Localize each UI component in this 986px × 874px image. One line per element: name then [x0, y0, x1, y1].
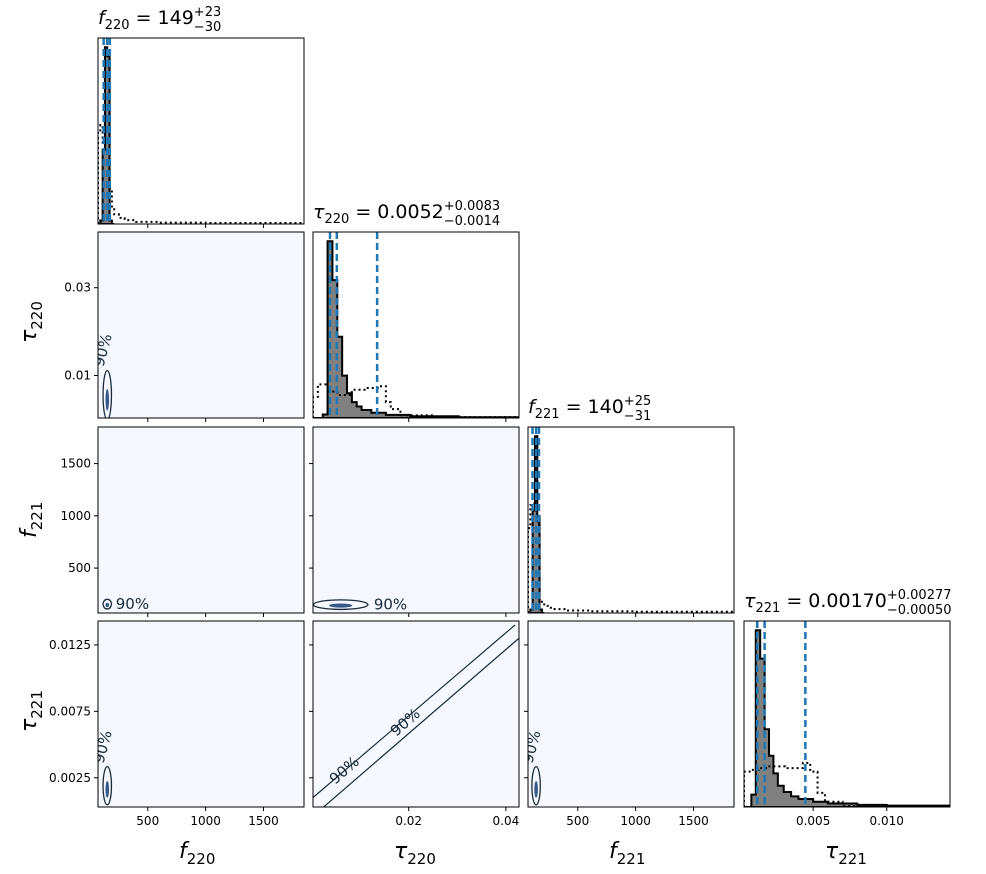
prior-hist-f221: [528, 435, 734, 613]
title-f220: f220 = 149+23: [98, 5, 221, 33]
contour-core: [534, 780, 538, 798]
diag-panel-tau221: τ221 = 0.00170+0.00277−0.00050: [743, 588, 952, 808]
panel-f220-f221: 90% 500 1000 1500: [60, 426, 305, 617]
title-minus-tau220: −0.0014: [444, 214, 500, 229]
title-minus-f220: −30: [194, 20, 221, 35]
density-background: [313, 621, 519, 807]
x-tick-label: 1000: [620, 814, 651, 828]
density-background: [98, 232, 304, 418]
contour-line: [322, 637, 519, 807]
panel-frame: [527, 426, 735, 614]
contour-core: [329, 603, 353, 608]
x-axis-label-tau221: τ221: [825, 839, 867, 868]
prior-hist-tau220: [313, 383, 519, 418]
contour-core: [105, 389, 110, 411]
contour-label: 90%: [374, 596, 407, 614]
x-axis-label-f220: f220: [179, 839, 215, 868]
x-tick-label: 1500: [248, 814, 279, 828]
diag-panel-tau220: τ220 = 0.0052+0.0083−0.0014: [312, 199, 520, 419]
contour-outer: [102, 765, 113, 806]
x-axis-label-tau220: τ220: [394, 839, 436, 868]
panel-frame: [97, 231, 305, 419]
panel-frame: [743, 620, 951, 808]
panel-frame: [312, 426, 520, 614]
panel-frame: [312, 620, 520, 808]
posterior-hist-f220: [98, 46, 115, 224]
panel-frame: [312, 231, 520, 419]
x-tick-label: 0.010: [870, 814, 904, 828]
density-background: [528, 621, 734, 807]
posterior-hist-tau221: [744, 629, 950, 807]
y-axis-label-tau220: τ220: [17, 301, 46, 343]
panel-f221-tau221: 90%500 1000 1500: [524, 620, 735, 828]
y-tick-label: 0.01: [64, 368, 91, 382]
panel-frame: [527, 620, 735, 808]
contour-label: 90%: [116, 595, 149, 613]
density-background: [98, 427, 304, 613]
y-tick-label: 0.0075: [49, 704, 91, 718]
y-tick-label: 500: [68, 561, 91, 575]
posterior-hist-tau220: [313, 240, 519, 418]
title-tau221: τ221 = 0.00170+0.00277: [744, 588, 952, 616]
contour-core: [105, 780, 110, 798]
density-background: [313, 427, 519, 613]
contour-line: [313, 624, 516, 799]
title-f221: f221 = 140+25: [528, 394, 651, 422]
contour-outer: [531, 765, 541, 806]
x-tick-label: 500: [136, 814, 159, 828]
title-tau220: τ220 = 0.0052+0.0083: [313, 199, 500, 227]
title-minus-tau221: −0.00050: [887, 603, 952, 618]
contour-outer: [102, 598, 113, 610]
panel-tau220-f221: 90%: [309, 426, 520, 617]
y-tick-label: 1000: [60, 509, 91, 523]
contour-core: [105, 602, 110, 608]
panel-frame: [97, 37, 305, 225]
x-tick-label: 1000: [190, 814, 221, 828]
contour-outer: [102, 369, 113, 418]
diag-panel-f221: f221 = 140+25−31: [527, 394, 735, 614]
x-tick-label: 0.04: [493, 814, 520, 828]
x-tick-label: 0.02: [395, 814, 422, 828]
y-tick-label: 0.03: [64, 281, 91, 295]
y-tick-label: 1500: [60, 457, 91, 471]
panel-f220-tau220: 90%0.010.03: [64, 231, 305, 422]
panel-tau220-tau221: 90%90%0.02 0.04: [309, 620, 520, 828]
y-tick-label: 0.0125: [49, 638, 91, 652]
x-axis-label-f221: f221: [609, 839, 645, 868]
density-background: [98, 621, 304, 807]
prior-hist-f220: [98, 55, 304, 224]
x-tick-label: 1500: [678, 814, 709, 828]
y-axis-label-tau221: τ221: [17, 690, 46, 732]
title-minus-f221: −31: [624, 409, 651, 424]
x-tick-label: 500: [566, 814, 589, 828]
panel-frame: [97, 620, 305, 808]
diag-panel-f220: f220 = 149+23−30: [97, 5, 305, 225]
y-axis-label-f221: f221: [17, 502, 46, 538]
panel-frame: [97, 426, 305, 614]
x-tick-label: 0.005: [796, 814, 830, 828]
y-tick-label: 0.0025: [49, 771, 91, 785]
